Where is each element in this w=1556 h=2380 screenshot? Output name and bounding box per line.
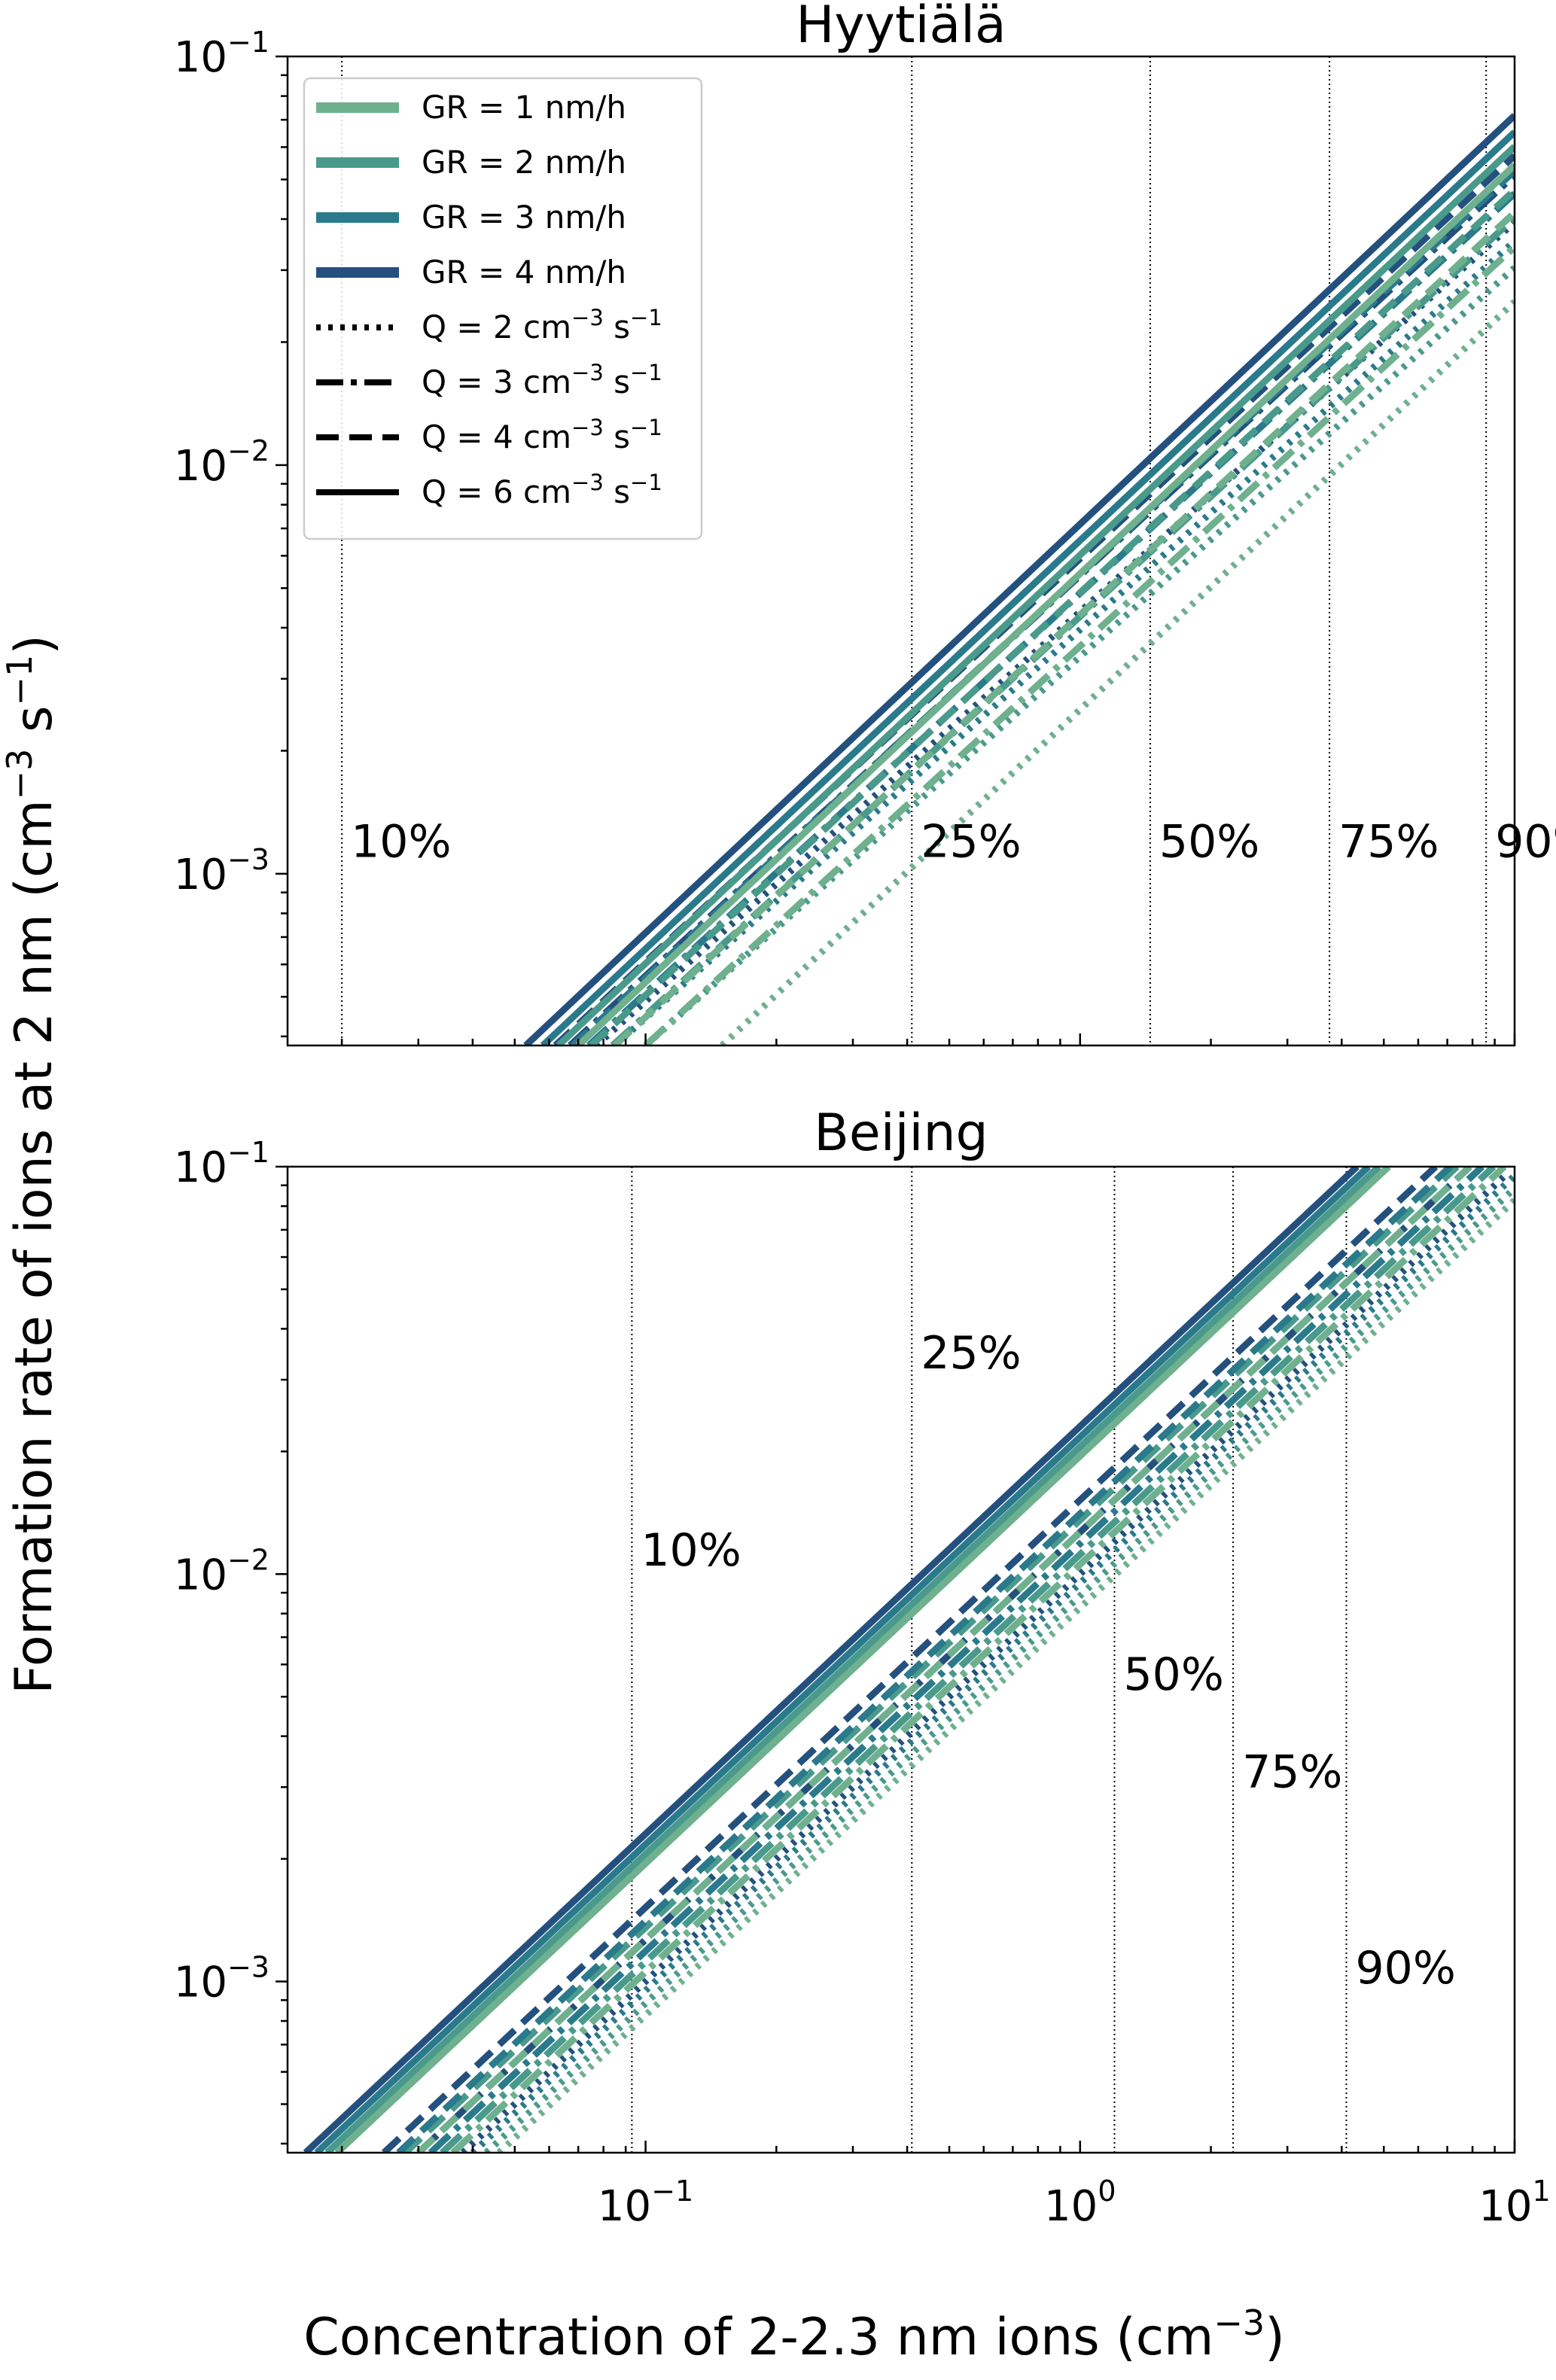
series-line: [416, 1167, 1472, 2153]
x-tick-label: 10−1: [598, 2175, 693, 2231]
series-line: [643, 265, 1515, 1045]
x-tick-label: 100: [1044, 2175, 1116, 2231]
panel-hyytiala: Hyytiälä 10% 25% 50% 75% 90% 10−1 10−2 10−3 GR…: [174, 0, 1556, 1047]
legend-entry-q4: Q = 4 cm−3 s−1: [316, 415, 662, 455]
series-line: [540, 129, 1515, 1045]
percentile-label: 90%: [1495, 815, 1556, 868]
y-tick-label: 10−3: [174, 843, 269, 899]
y-axis-label: Formation rate of ions at 2 nm (cm−3 s−1…: [0, 635, 64, 1694]
legend-entry-q2: Q = 2 cm−3 s−1: [316, 305, 662, 345]
y-tick-label: 10−2: [174, 1543, 269, 1599]
series-line: [589, 187, 1515, 1045]
legend-label: GR = 2 nm/h: [422, 144, 626, 181]
series-line: [334, 1167, 1391, 2153]
series-lines: [523, 113, 1515, 1045]
legend-entry-q3: Q = 3 cm−3 s−1: [316, 360, 662, 400]
series-line: [396, 1167, 1453, 2153]
series-line: [643, 244, 1515, 1045]
y-tick-label: 10−1: [174, 26, 269, 82]
legend-label: Q = 4 cm−3 s−1: [422, 415, 662, 455]
legend-label: GR = 4 nm/h: [422, 254, 626, 291]
axis-ticks: 10−1 10−2 10−3: [174, 26, 1516, 1045]
series-line: [553, 153, 1515, 1045]
plot-frame: [286, 1165, 1516, 2154]
legend-entry-gr2: GR = 2 nm/h: [316, 144, 626, 181]
percentile-label: 75%: [1338, 815, 1439, 868]
panel-title: Hyytiälä: [796, 0, 1006, 55]
series-line: [720, 299, 1515, 1045]
series-line: [576, 163, 1515, 1045]
series-line: [586, 190, 1515, 1045]
series-line: [381, 1167, 1439, 2153]
series-line: [314, 1167, 1371, 2153]
percentile-label: 10%: [641, 1524, 741, 1577]
y-tick-label: 10−2: [174, 434, 269, 491]
legend-entry-gr4: GR = 4 nm/h: [316, 254, 626, 291]
series-line: [324, 1167, 1381, 2153]
series-line: [416, 1167, 1472, 2153]
series-line: [303, 1167, 1360, 2153]
panel-title: Beijing: [814, 1103, 988, 1163]
percentile-label: 25%: [921, 815, 1021, 868]
panel-beijing: Beijing 10%25%50%75%90% 10−110−210−310−1…: [174, 1103, 1551, 2231]
y-tick-label: 10−3: [174, 1951, 269, 2007]
x-axis-label: Concentration of 2-2.3 nm ions (cm−3): [303, 2302, 1284, 2367]
series-lines: [303, 1167, 1515, 2153]
x-tick-label: 101: [1478, 2175, 1550, 2231]
series-line: [523, 113, 1515, 1045]
percentile-labels: 10% 25% 50% 75% 90%: [641, 1327, 1455, 1995]
series-line: [403, 1167, 1460, 2153]
percentile-label: 25%: [921, 1327, 1021, 1380]
series-line: [440, 1167, 1497, 2153]
legend-entry-q6: Q = 6 cm−3 s−1: [316, 470, 662, 510]
percentile-label: 10%: [351, 815, 451, 868]
series-line: [556, 144, 1515, 1045]
y-tick-label: 10−1: [174, 1136, 269, 1192]
legend-label: Q = 2 cm−3 s−1: [422, 305, 662, 345]
percentile-label: 75%: [1242, 1745, 1342, 1798]
series-line: [483, 1185, 1515, 2153]
percentile-lines: [631, 1167, 1347, 2153]
axis-ticks: 10−1 10−2 10−3 10−1 100 101: [174, 1136, 1551, 2231]
plot-frame: [286, 55, 1516, 1047]
percentile-label: 50%: [1159, 815, 1259, 868]
legend-label: GR = 3 nm/h: [422, 199, 626, 236]
series-line: [568, 172, 1515, 1045]
series-line: [612, 239, 1515, 1045]
legend-entry-gr3: GR = 3 nm/h: [316, 199, 626, 236]
legend-label: GR = 1 nm/h: [422, 89, 626, 126]
legend-frame: [303, 77, 703, 540]
percentile-label: 50%: [1123, 1648, 1223, 1701]
legend-label: Q = 3 cm−3 s−1: [422, 360, 662, 400]
series-line: [612, 210, 1515, 1045]
series-line: [450, 1167, 1507, 2153]
series-line: [460, 1173, 1508, 2153]
percentile-label: 90%: [1355, 1942, 1455, 1995]
series-line: [470, 1173, 1515, 2153]
series-line: [428, 1167, 1484, 2153]
legend-label: Q = 6 cm−3 s−1: [422, 470, 662, 510]
legend: GR = 1 nm/h GR = 2 nm/h GR = 3 nm/h GR =…: [303, 77, 703, 540]
percentile-labels: 10% 25% 50% 75% 90%: [351, 815, 1556, 868]
legend-entry-gr1: GR = 1 nm/h: [316, 89, 626, 126]
